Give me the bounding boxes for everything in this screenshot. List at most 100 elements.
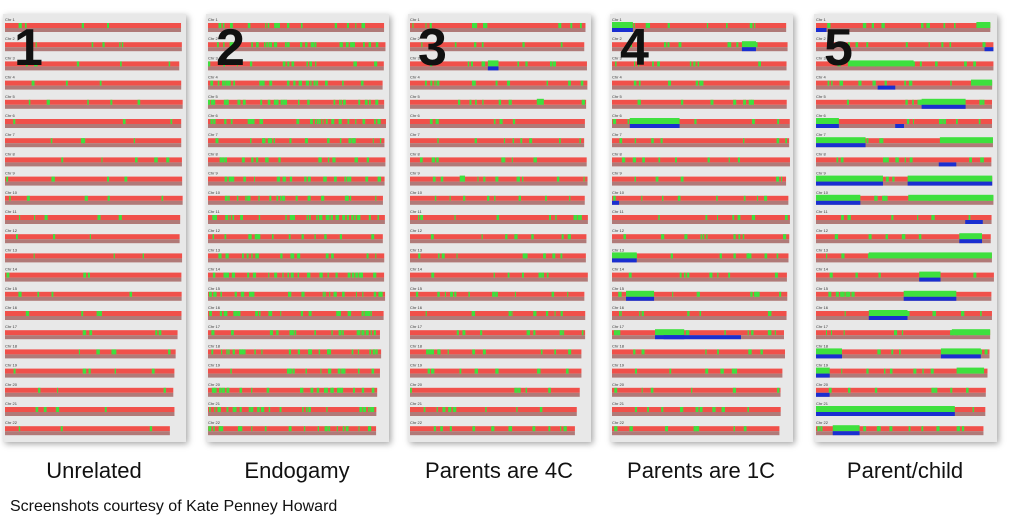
half-match-segment xyxy=(481,61,484,67)
half-match-segment xyxy=(583,176,585,182)
half-match-segment xyxy=(569,195,571,201)
half-match-segment xyxy=(619,311,621,316)
full-match-block xyxy=(816,143,866,148)
half-match-segment xyxy=(345,426,349,432)
half-match-segment xyxy=(885,157,889,163)
half-match-segment xyxy=(328,215,330,220)
half-match-segment xyxy=(326,407,328,412)
half-match-segment xyxy=(507,80,511,86)
half-match-segment xyxy=(361,311,364,316)
half-match-segment xyxy=(289,330,291,336)
half-match-segment xyxy=(484,23,488,28)
half-match-segment xyxy=(252,272,257,278)
half-match-segment xyxy=(548,387,551,393)
chromosome-bar xyxy=(612,311,787,316)
chromosome-bar-shadow xyxy=(816,277,994,282)
chromosome-bar-shadow xyxy=(410,47,585,52)
half-match-segment xyxy=(87,99,89,105)
half-match-segment xyxy=(817,426,820,432)
half-match-segment xyxy=(290,272,294,278)
half-match-block xyxy=(626,290,655,297)
half-match-segment xyxy=(524,253,528,259)
half-match-segment xyxy=(237,311,241,316)
half-match-segment xyxy=(660,138,663,144)
half-match-segment xyxy=(877,349,881,355)
chromosome-bar xyxy=(208,176,385,182)
half-match-segment xyxy=(754,23,756,28)
chromosome-bar xyxy=(5,272,182,278)
half-match-segment xyxy=(289,138,292,144)
full-match-block xyxy=(816,200,861,205)
panel-number: 5 xyxy=(824,19,853,77)
half-match-segment xyxy=(652,61,654,67)
half-match-block xyxy=(939,137,993,144)
half-match-segment xyxy=(155,330,158,336)
half-match-segment xyxy=(613,330,617,336)
half-match-segment xyxy=(300,23,303,28)
half-match-segment xyxy=(355,23,357,28)
half-match-segment xyxy=(434,195,437,201)
half-match-segment xyxy=(776,253,779,259)
half-match-segment xyxy=(415,291,419,297)
half-match-segment xyxy=(495,176,499,182)
chromosome-bar-shadow xyxy=(208,85,383,90)
half-match-segment xyxy=(748,349,752,355)
half-match-segment xyxy=(917,215,919,220)
chromosome-bar-shadow xyxy=(816,258,992,263)
half-match-segment xyxy=(248,234,250,240)
half-match-segment xyxy=(342,426,345,432)
chromosome-label: Chr 11 xyxy=(816,209,828,214)
chromosome-bar-shadow xyxy=(410,181,588,186)
half-match-block xyxy=(847,60,914,67)
half-match-segment xyxy=(211,387,215,393)
half-match-segment xyxy=(274,23,278,28)
chromosome-bar xyxy=(5,234,180,240)
half-match-segment xyxy=(240,291,245,297)
image-credit: Screenshots courtesy of Kate Penney Howa… xyxy=(10,498,338,515)
chromosome-bar xyxy=(5,349,176,355)
chromosome-bar-shadow xyxy=(612,431,780,436)
half-match-segment xyxy=(224,176,227,182)
half-match-segment xyxy=(430,349,435,355)
half-match-segment xyxy=(240,215,243,220)
half-match-segment xyxy=(677,195,681,201)
half-match-segment xyxy=(255,253,259,259)
half-match-segment xyxy=(43,407,47,412)
chromosome-browser-4c: Chr 1 Chr 2 Chr 3 Chr 4 Chr 5 Chr 6 Chr 7 Chr 8… xyxy=(410,17,588,436)
half-match-segment xyxy=(532,426,536,432)
half-match-segment xyxy=(881,23,885,28)
half-match-segment xyxy=(658,157,661,163)
chromosome-bar-shadow xyxy=(612,104,787,109)
chromosome-label: Chr 22 xyxy=(5,420,18,425)
half-match-segment xyxy=(97,215,101,220)
half-match-segment xyxy=(342,291,345,297)
half-match-segment xyxy=(647,407,649,412)
half-match-segment xyxy=(347,272,351,278)
chromosome-label: Chr 21 xyxy=(208,401,221,406)
half-match-segment xyxy=(754,42,758,48)
full-match-block xyxy=(612,200,620,205)
half-match-segment xyxy=(758,61,762,67)
half-match-segment xyxy=(37,291,40,297)
half-match-segment xyxy=(210,291,212,297)
half-match-segment xyxy=(454,215,456,220)
half-match-segment xyxy=(324,291,326,297)
chromosome-label: Chr 16 xyxy=(208,305,221,310)
chromosome-label: Chr 4 xyxy=(612,75,623,80)
half-match-segment xyxy=(260,99,263,105)
chromosome-bar-shadow xyxy=(410,373,582,378)
chromosome-bar xyxy=(612,387,781,393)
chromosome-label: Chr 13 xyxy=(208,247,221,252)
chromosome-label: Chr 8 xyxy=(5,151,16,156)
half-match-segment xyxy=(437,138,439,144)
half-match-segment xyxy=(280,311,282,316)
chromosome-label: Chr 14 xyxy=(816,267,829,272)
half-match-segment xyxy=(961,311,965,316)
half-match-segment xyxy=(331,119,335,124)
half-match-segment xyxy=(211,119,213,124)
half-match-segment xyxy=(306,61,308,67)
half-match-segment xyxy=(691,387,693,393)
half-match-segment xyxy=(549,215,551,220)
half-match-segment xyxy=(648,23,650,28)
half-match-segment xyxy=(493,272,495,278)
